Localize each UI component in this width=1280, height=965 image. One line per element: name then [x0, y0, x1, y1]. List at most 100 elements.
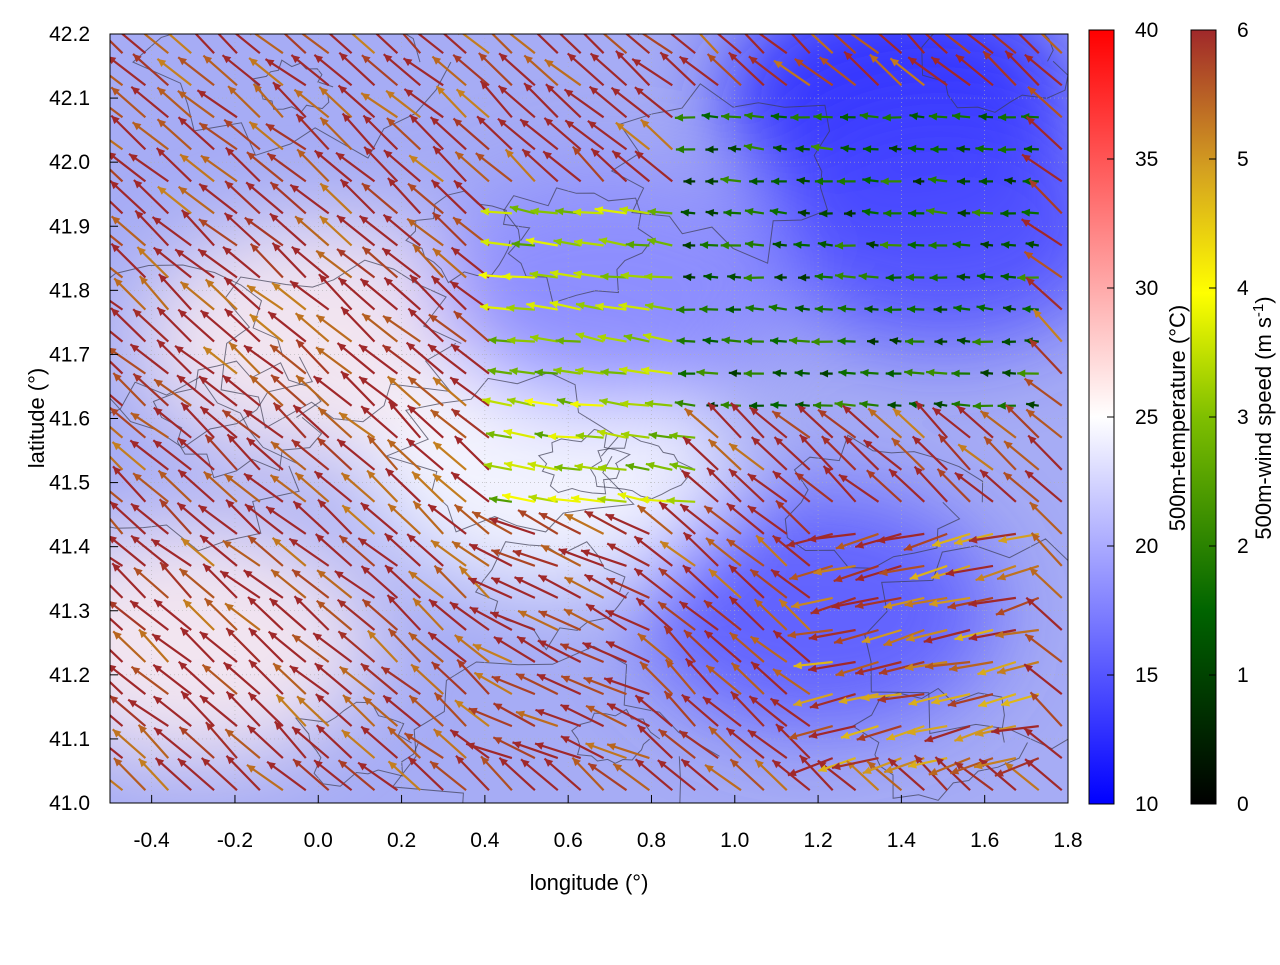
wind-arrow-head — [85, 311, 94, 319]
wind-arrow-head — [89, 564, 98, 573]
x-tick-label-10: 1.6 — [970, 829, 999, 852]
wind-arrow-head — [134, 25, 143, 33]
wind-arrow-head — [88, 629, 97, 637]
wind-colorbar-label-superscript: -1 — [1250, 304, 1267, 317]
wind-arrow-head — [731, 19, 739, 28]
temperature-colorbar-label: 500m-temperature (°C) — [1165, 305, 1190, 531]
wind-arrow-head — [777, 18, 785, 27]
wind-arrow-head — [272, 21, 281, 29]
wind-arrow-head — [704, 22, 713, 30]
wind-arrow-head — [87, 124, 96, 132]
wind-arrow-head — [613, 22, 622, 30]
x-tick-label-1: -0.2 — [217, 829, 253, 852]
wind-arrow-head — [934, 25, 943, 33]
y-tick-label-2: 41.2 — [49, 664, 90, 687]
wind-arrow-head — [865, 22, 874, 30]
x-tick-label-6: 0.8 — [637, 829, 666, 852]
wind-colorbar-tick-label-1: 1 — [1237, 664, 1249, 687]
wind-arrow-head — [362, 21, 371, 29]
wind-arrow-head — [181, 18, 189, 27]
x-tick-label-5: 0.6 — [554, 829, 583, 852]
wind-arrow-head — [89, 409, 98, 417]
y-tick-label-7: 41.7 — [49, 343, 90, 366]
wind-arrow-head — [979, 23, 988, 31]
temperature-colorbar-tick-label-2: 20 — [1135, 535, 1158, 558]
y-axis-label: latitude (°) — [24, 368, 49, 469]
wind-colorbar-label-end: ) — [1251, 296, 1276, 303]
wind-colorbar-tick-label-0: 0 — [1237, 793, 1249, 816]
wind-arrow-head — [430, 22, 439, 30]
temperature-colorbar-tick-label-4: 30 — [1135, 277, 1158, 300]
plot-area — [13, 0, 1159, 876]
y-tick-label-4: 41.4 — [49, 536, 90, 559]
x-tick-label-0: -0.4 — [134, 829, 171, 852]
y-tick-label-5: 41.5 — [49, 472, 90, 495]
x-tick-label-7: 1.0 — [720, 829, 749, 852]
wind-arrow-head — [92, 438, 101, 447]
wind-arrow-head — [658, 23, 667, 31]
wind-arrow-head — [570, 19, 579, 28]
wind-arrow-head — [912, 21, 921, 29]
wind-arrow-head — [87, 58, 96, 66]
x-tick-label-2: 0.0 — [304, 829, 333, 852]
wind-arrow-head — [480, 21, 489, 30]
wind-arrow-head — [688, 21, 696, 30]
y-tick-label-3: 41.3 — [49, 600, 90, 623]
temperature-colorbar-tick-label-3: 25 — [1135, 406, 1158, 429]
y-tick-label-12: 42.2 — [49, 23, 90, 46]
y-axis-ticks: 41.0 41.1 41.2 41.3 41.4 41.5 41.6 41.7 41.8 41.9… — [49, 23, 118, 815]
wind-colorbar-label: 500m-wind speed (m s-1) — [1250, 296, 1276, 539]
temperature-colorbar-tick-label-1: 15 — [1135, 664, 1158, 687]
wind-arrow-head — [88, 180, 97, 188]
wind-arrow-head — [109, 22, 118, 30]
y-tick-label-8: 41.8 — [49, 279, 90, 302]
wind-colorbar-label-main: 500m-wind speed (m s — [1251, 317, 1276, 540]
wind-arrow-head — [389, 18, 397, 27]
x-tick-label-8: 1.2 — [803, 829, 832, 852]
wind-arrow-head — [89, 763, 98, 771]
x-axis-ticks: -0.4 -0.2 0.0 0.2 0.4 0.6 0.8 1.0 1.2 1.4 1.6 1.8 — [134, 795, 1083, 852]
wind-arrow-head — [316, 21, 325, 29]
wind-arrow-head — [523, 20, 532, 28]
wind-arrow-head — [89, 20, 98, 28]
wind-colorbar-tick-label-5: 5 — [1237, 148, 1249, 171]
wind-arrow-head — [86, 375, 95, 383]
y-tick-label-6: 41.6 — [49, 408, 90, 431]
wind-arrow-head — [204, 18, 212, 27]
y-tick-label-9: 41.9 — [49, 215, 90, 238]
wind-arrow-head — [342, 25, 351, 33]
wind-arrow-head — [406, 23, 415, 31]
wind-arrow-head — [955, 24, 964, 32]
x-tick-label-4: 0.4 — [470, 829, 500, 852]
temperature-colorbar-tick-label-5: 35 — [1135, 148, 1158, 171]
x-tick-label-11: 1.8 — [1053, 829, 1082, 852]
wind-arrow-head — [223, 23, 232, 31]
wind-arrow-head — [292, 26, 301, 34]
y-tick-label-10: 42.0 — [49, 151, 90, 174]
wind-arrow-head — [748, 25, 757, 33]
wind-colorbar-tick-label-2: 2 — [1237, 535, 1249, 558]
wind-colorbar-tick-label-3: 3 — [1237, 406, 1249, 429]
y-tick-label-0: 41.0 — [49, 792, 90, 815]
wind-arrow-head — [800, 23, 809, 31]
wind-arrow-head — [1030, 22, 1039, 30]
wind-arrow-head — [893, 17, 901, 26]
y-tick-label-11: 42.1 — [49, 87, 90, 110]
wind-arrow-head — [592, 24, 601, 32]
temperature-colorbar-tick-label-6: 40 — [1135, 19, 1158, 42]
wind-arrow-head — [159, 25, 168, 33]
y-tick-label-1: 41.1 — [49, 728, 90, 751]
wind-arrow-head — [500, 26, 509, 34]
x-axis-label: longitude (°) — [530, 870, 649, 895]
wind-arrow-head — [1005, 20, 1014, 29]
temperature-colorbar-tick-label-0: 10 — [1135, 793, 1158, 816]
wind-arrow-head — [546, 20, 555, 29]
wind-arrow-head — [93, 499, 101, 508]
x-tick-label-3: 0.2 — [387, 829, 416, 852]
wind-colorbar-tick-label-4: 4 — [1237, 277, 1249, 300]
x-tick-label-9: 1.4 — [887, 829, 917, 852]
temperature-colorbar-ticks: 10 15 20 25 30 35 40 — [1107, 19, 1158, 816]
wind-arrow-head — [821, 22, 830, 30]
wind-arrow-head — [86, 695, 95, 703]
